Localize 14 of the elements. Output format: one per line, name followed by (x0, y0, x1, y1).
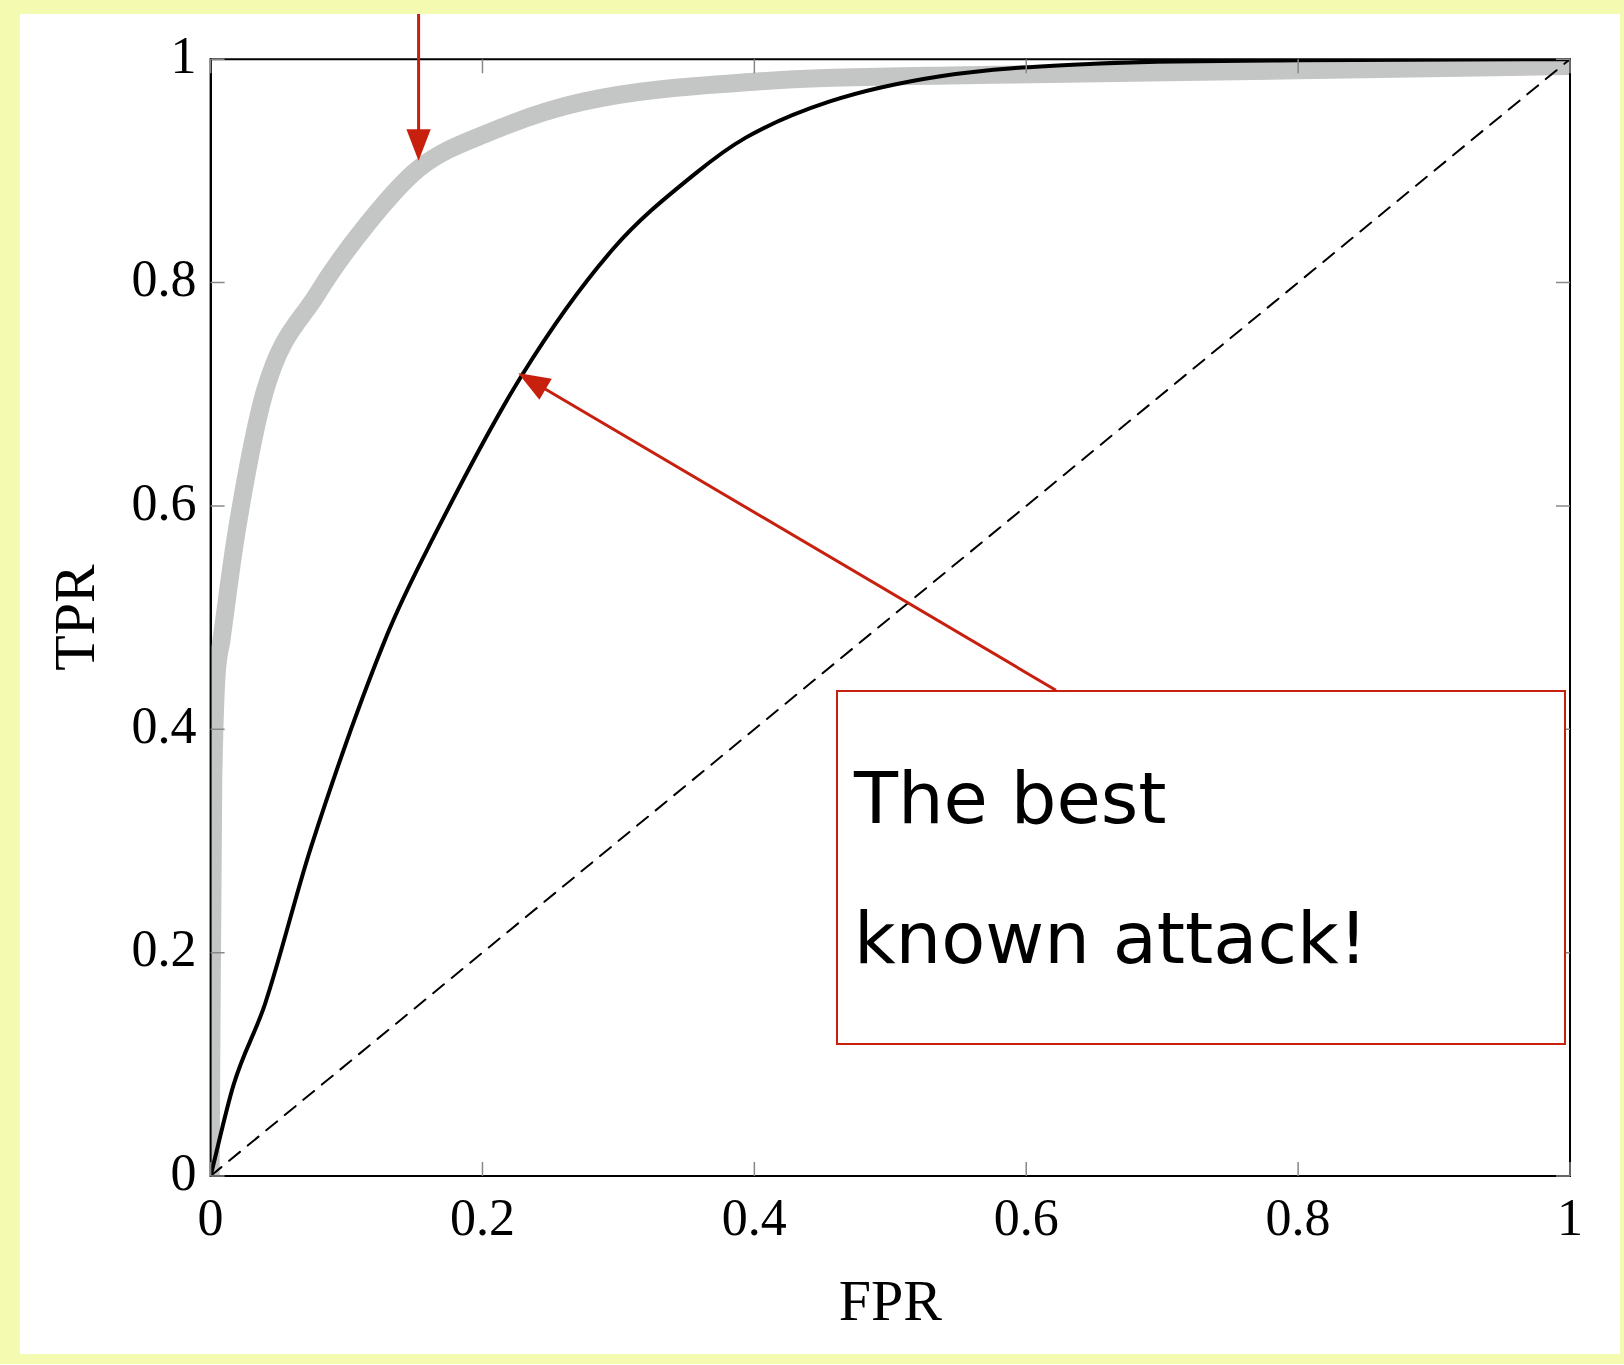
y-tick-label: 0.8 (131, 250, 197, 308)
y-axis-title: TPR (42, 564, 108, 671)
x-tick-label: 0.4 (721, 1188, 787, 1246)
y-tick-label: 0.2 (131, 920, 197, 978)
y-tick-label: 1 (170, 26, 197, 84)
y-tick-label: 0 (170, 1143, 197, 1201)
y-tick-label: 0.6 (131, 473, 197, 531)
y-tick-label: 0.4 (131, 696, 197, 754)
x-tick-label: 0.2 (449, 1188, 515, 1246)
x-tick-label: 0.8 (1265, 1188, 1331, 1246)
annotation: The best known attack! (835, 690, 1566, 1046)
x-tick-label: 0.6 (993, 1188, 1059, 1246)
x-tick-label: 1 (1557, 1188, 1583, 1246)
x-axis-title: FPR (838, 1268, 943, 1334)
